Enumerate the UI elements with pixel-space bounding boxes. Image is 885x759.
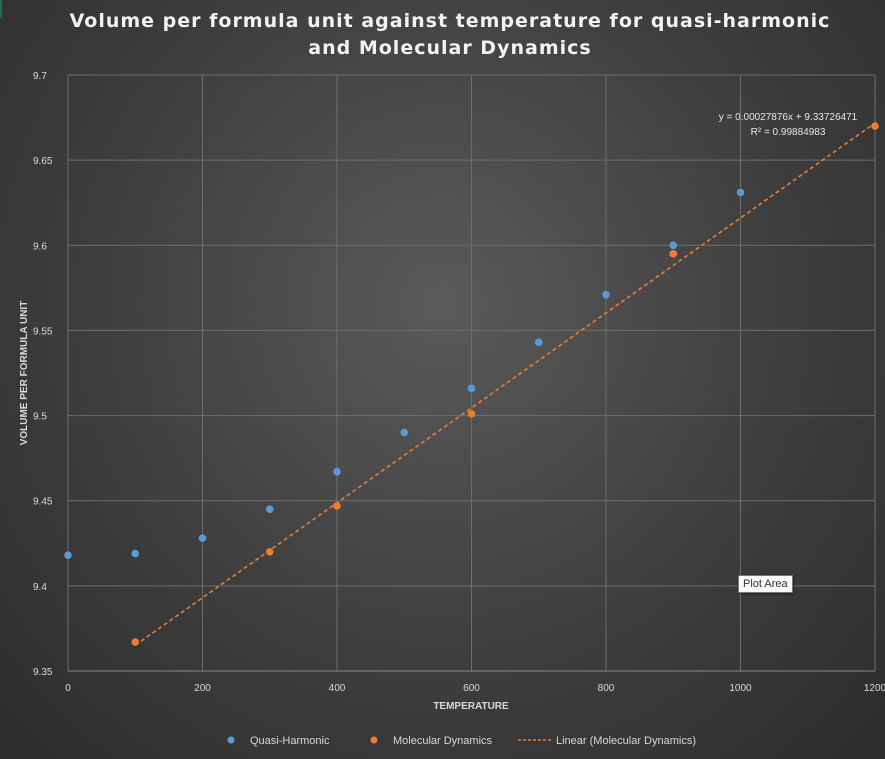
x-tick-label: 0 xyxy=(65,683,71,694)
legend-label-linear-trendline: Linear (Molecular Dynamics) xyxy=(556,735,696,747)
y-tick-label: 9.6 xyxy=(33,241,47,252)
trendline-molecular-dynamics[interactable] xyxy=(134,122,876,646)
x-axis-tick-labels: 0 200 400 600 800 1000 1200 xyxy=(65,683,885,694)
y-tick-label: 9.55 xyxy=(33,326,53,337)
y-tick-label: 9.4 xyxy=(33,582,47,593)
point-molecular-dynamics[interactable] xyxy=(333,502,341,510)
y-axis-tick-labels: 9.35 9.4 9.45 9.5 9.55 9.6 9.65 9.7 xyxy=(33,71,53,678)
y-tick-label: 9.35 xyxy=(33,667,53,678)
point-quasi-harmonic[interactable] xyxy=(333,467,341,476)
legend-label-molecular-dynamics: Molecular Dynamics xyxy=(393,735,493,747)
point-quasi-harmonic[interactable] xyxy=(265,505,274,514)
window-edge-accent xyxy=(0,0,2,18)
point-molecular-dynamics[interactable] xyxy=(265,548,274,556)
y-tick-label: 9.5 xyxy=(33,412,47,423)
point-quasi-harmonic[interactable] xyxy=(467,384,476,393)
x-tick-label: 1000 xyxy=(729,683,752,694)
x-tick-label: 200 xyxy=(194,683,211,694)
point-molecular-dynamics[interactable] xyxy=(467,410,476,418)
point-molecular-dynamics[interactable] xyxy=(669,250,678,258)
trendline-layer[interactable] xyxy=(134,122,876,646)
point-quasi-harmonic[interactable] xyxy=(669,241,678,250)
point-quasi-harmonic[interactable] xyxy=(131,549,140,558)
y-axis-title: VOLUME PER FORMULA UNIT xyxy=(19,301,30,446)
trendline-equation: y = 0.00027876x + 9.33726471 xyxy=(719,112,858,123)
y-tick-label: 9.7 xyxy=(33,71,47,82)
point-quasi-harmonic[interactable] xyxy=(602,290,610,299)
point-quasi-harmonic[interactable] xyxy=(736,188,745,197)
y-tick-label: 9.65 xyxy=(33,156,53,167)
plot-area-tooltip: Plot Area xyxy=(738,575,793,593)
x-axis-title: TEMPERATURE xyxy=(433,701,509,712)
point-molecular-dynamics[interactable] xyxy=(131,638,140,646)
data-points[interactable] xyxy=(64,122,879,646)
x-tick-label: 800 xyxy=(598,683,615,694)
point-molecular-dynamics[interactable] xyxy=(871,122,879,130)
legend-marker-quasi-harmonic xyxy=(227,736,235,744)
point-quasi-harmonic[interactable] xyxy=(198,534,207,542)
y-tick-label: 9.45 xyxy=(33,497,53,508)
point-quasi-harmonic[interactable] xyxy=(534,338,543,347)
point-quasi-harmonic[interactable] xyxy=(64,551,72,560)
legend[interactable]: Quasi-Harmonic Molecular Dynamics Linear… xyxy=(227,735,697,747)
legend-marker-molecular-dynamics xyxy=(370,736,378,744)
point-quasi-harmonic[interactable] xyxy=(400,428,409,437)
x-tick-label: 1200 xyxy=(864,683,885,694)
trendline-r-squared: R² = 0.99884983 xyxy=(751,127,826,138)
chart-title: Volume per formula unit against temperat… xyxy=(69,10,831,59)
x-tick-label: 600 xyxy=(463,683,480,694)
legend-label-quasi-harmonic: Quasi-Harmonic xyxy=(250,735,330,747)
x-tick-label: 400 xyxy=(329,683,346,694)
